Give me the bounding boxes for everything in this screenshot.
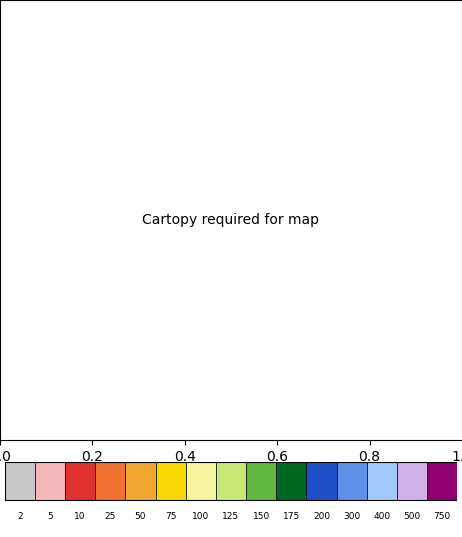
Text: 5: 5 — [47, 512, 53, 521]
Text: 500: 500 — [403, 512, 421, 521]
Text: 2: 2 — [17, 512, 23, 521]
FancyBboxPatch shape — [306, 462, 337, 500]
FancyBboxPatch shape — [65, 462, 95, 500]
FancyBboxPatch shape — [397, 462, 427, 500]
FancyBboxPatch shape — [5, 462, 35, 500]
Text: Cartopy required for map: Cartopy required for map — [142, 213, 320, 227]
FancyBboxPatch shape — [95, 462, 125, 500]
Text: 175: 175 — [283, 512, 300, 521]
FancyBboxPatch shape — [427, 462, 457, 500]
Text: 100: 100 — [192, 512, 209, 521]
FancyBboxPatch shape — [337, 462, 367, 500]
FancyBboxPatch shape — [216, 462, 246, 500]
Text: 150: 150 — [253, 512, 270, 521]
FancyBboxPatch shape — [367, 462, 397, 500]
FancyBboxPatch shape — [35, 462, 65, 500]
Text: 200: 200 — [313, 512, 330, 521]
FancyBboxPatch shape — [156, 462, 186, 500]
Text: 400: 400 — [373, 512, 390, 521]
Text: 75: 75 — [165, 512, 176, 521]
Text: 125: 125 — [222, 512, 240, 521]
Text: 50: 50 — [135, 512, 146, 521]
FancyBboxPatch shape — [125, 462, 156, 500]
FancyBboxPatch shape — [276, 462, 306, 500]
FancyBboxPatch shape — [246, 462, 276, 500]
FancyBboxPatch shape — [186, 462, 216, 500]
Text: 10: 10 — [74, 512, 86, 521]
Text: 750: 750 — [434, 512, 451, 521]
Text: 300: 300 — [343, 512, 360, 521]
Text: 25: 25 — [104, 512, 116, 521]
